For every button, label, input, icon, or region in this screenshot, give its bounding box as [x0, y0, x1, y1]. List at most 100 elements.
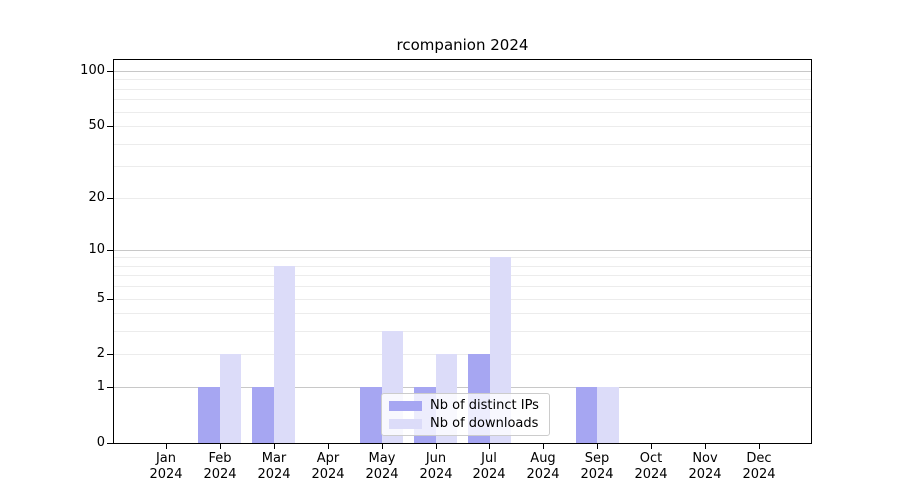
- y-tick-label: 0: [96, 435, 105, 450]
- bar-nb-of-distinct-ips-sep: [575, 387, 598, 443]
- x-tick-month: Nov: [692, 451, 718, 466]
- x-tick-month: May: [368, 451, 396, 466]
- legend-swatch-icon: [389, 400, 422, 411]
- x-tick-month: Aug: [530, 451, 556, 466]
- x-tick-label: Jul 2024: [459, 451, 519, 483]
- bars-layer: [114, 60, 811, 443]
- gridline-80: [114, 88, 811, 90]
- x-tick-year: 2024: [580, 467, 614, 482]
- gridline-100: [114, 71, 811, 72]
- legend-label: Nb of downloads: [430, 416, 539, 431]
- gridline-40: [114, 143, 811, 145]
- x-tick-label: Nov 2024: [675, 451, 735, 483]
- bar-nb-of-downloads-mar: [273, 265, 296, 443]
- bar-nb-of-distinct-ips-mar: [252, 387, 274, 443]
- x-tick-label: Mar 2024: [244, 451, 304, 483]
- x-tick-month: Jan: [155, 451, 177, 466]
- x-tick-year: 2024: [203, 467, 237, 482]
- y-tick-label: 5: [96, 291, 105, 306]
- gridline-6: [114, 286, 811, 288]
- x-tick-month: Sep: [584, 451, 610, 466]
- x-tickmark: [274, 444, 275, 449]
- x-tickmark: [651, 444, 652, 449]
- gridline-9: [114, 257, 811, 259]
- bar-nb-of-downloads-feb: [219, 354, 242, 443]
- gridline-20: [114, 197, 811, 199]
- x-tick-month: Feb: [208, 451, 232, 466]
- x-tick-month: Mar: [261, 451, 287, 466]
- x-tick-label: Sep 2024: [567, 451, 627, 483]
- x-tickmark: [489, 444, 490, 449]
- x-tick-label: May 2024: [352, 451, 412, 483]
- x-tickmark: [436, 444, 437, 449]
- gridline-3: [114, 331, 811, 333]
- x-tick-year: 2024: [311, 467, 345, 482]
- gridlines-layer: [114, 60, 811, 443]
- x-tick-label: Aug 2024: [513, 451, 573, 483]
- y-tick-label: 10: [88, 242, 105, 257]
- x-tick-month: Apr: [316, 451, 340, 466]
- legend-item: Nb of downloads: [389, 416, 542, 431]
- x-tick-label: Jun 2024: [406, 451, 466, 483]
- x-tick-month: Jul: [481, 451, 497, 466]
- bar-nb-of-downloads-sep: [597, 387, 619, 443]
- bar-nb-of-distinct-ips-may: [360, 387, 382, 443]
- y-tickmark: [107, 198, 113, 199]
- gridline-7: [114, 275, 811, 277]
- gridline-8: [114, 265, 811, 267]
- x-tickmark: [328, 444, 329, 449]
- x-tick-month: Dec: [746, 451, 772, 466]
- gridline-60: [114, 111, 811, 113]
- y-tick-label: 50: [88, 118, 105, 133]
- y-tickmark: [107, 299, 113, 300]
- x-tick-month: Jun: [425, 451, 447, 466]
- x-tick-label: Feb 2024: [190, 451, 250, 483]
- gridline-10: [114, 249, 811, 251]
- x-tickmark: [597, 444, 598, 449]
- x-tick-year: 2024: [149, 467, 183, 482]
- x-tick-year: 2024: [742, 467, 776, 482]
- legend-label: Nb of distinct IPs: [430, 398, 539, 413]
- x-tick-year: 2024: [365, 467, 399, 482]
- x-tick-year: 2024: [688, 467, 722, 482]
- x-tick-year: 2024: [419, 467, 453, 482]
- gridline-5: [114, 298, 811, 300]
- gridline-1: [114, 387, 811, 389]
- x-tick-label: Jan 2024: [136, 451, 196, 483]
- plot-area: [113, 59, 812, 444]
- bar-nb-of-distinct-ips-feb: [198, 387, 220, 443]
- y-tickmark: [107, 250, 113, 251]
- y-tick-label: 1: [96, 379, 105, 394]
- x-tick-year: 2024: [472, 467, 506, 482]
- y-tickmark: [107, 354, 113, 355]
- y-tickmark: [107, 387, 113, 388]
- x-tickmark: [166, 444, 167, 449]
- x-tickmark: [220, 444, 221, 449]
- y-tickmark: [107, 126, 113, 127]
- x-tick-year: 2024: [634, 467, 668, 482]
- legend-item: Nb of distinct IPs: [389, 398, 542, 413]
- gridline-90: [114, 79, 811, 81]
- y-tickmark: [107, 443, 113, 444]
- gridline-70: [114, 99, 811, 101]
- x-tickmark: [382, 444, 383, 449]
- y-tick-label: 100: [80, 63, 105, 78]
- x-tick-label: Dec 2024: [729, 451, 789, 483]
- x-tick-month: Oct: [639, 451, 663, 466]
- x-tick-year: 2024: [257, 467, 291, 482]
- gridline-30: [114, 166, 811, 168]
- gridline-2: [114, 354, 811, 356]
- x-tick-label: Apr 2024: [298, 451, 358, 483]
- legend: Nb of distinct IPs Nb of downloads: [381, 393, 550, 436]
- y-tick-label: 2: [96, 346, 105, 361]
- gridline-4: [114, 313, 811, 315]
- x-tickmark: [705, 444, 706, 449]
- legend-swatch-icon: [389, 418, 422, 429]
- y-tick-label: 20: [88, 190, 105, 205]
- x-tick-year: 2024: [526, 467, 560, 482]
- gridline-50: [114, 126, 811, 128]
- x-tickmark: [543, 444, 544, 449]
- x-tickmark: [759, 444, 760, 449]
- y-tickmark: [107, 71, 113, 72]
